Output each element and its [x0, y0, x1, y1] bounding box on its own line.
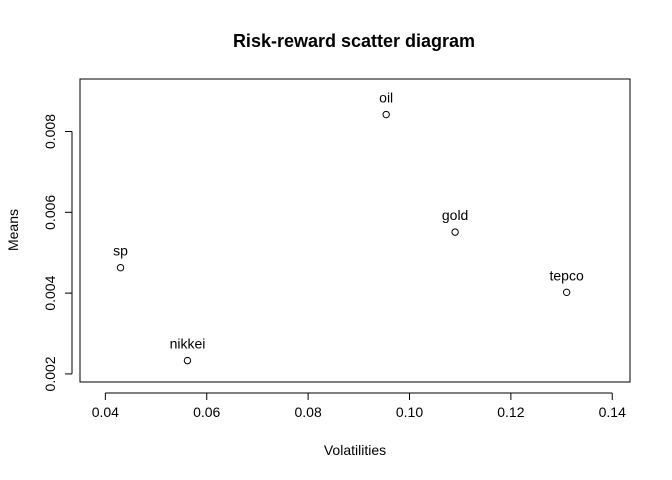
x-axis: 0.04 0.06 0.08 0.10 0.12 0.14 — [92, 392, 626, 420]
x-tick-label: 0.12 — [497, 404, 524, 420]
y-tick-label: 0.006 — [42, 195, 58, 230]
y-tick-label: 0.004 — [42, 275, 58, 310]
data-point-nikkei — [183, 356, 192, 365]
point-label-nikkei: nikkei — [170, 336, 206, 352]
x-tick-label: 0.06 — [193, 404, 220, 420]
x-tick-label: 0.08 — [294, 404, 321, 420]
x-tick-label: 0.04 — [92, 404, 119, 420]
data-point-oil — [382, 110, 390, 119]
x-axis-label: Volatilities — [324, 442, 386, 458]
chart-title: Risk-reward scatter diagram — [233, 31, 475, 51]
y-axis: 0.002 0.004 0.006 0.008 — [42, 114, 73, 391]
data-points: sp nikkei oil gold tepco — [113, 90, 584, 365]
point-label-sp: sp — [113, 243, 128, 259]
point-label-tepco: tepco — [550, 267, 584, 283]
plot-frame — [79, 78, 631, 383]
y-tick-label: 0.008 — [42, 114, 58, 149]
data-point-gold — [451, 228, 459, 236]
x-tick-label: 0.14 — [599, 404, 626, 420]
x-tick-label: 0.10 — [396, 404, 423, 420]
point-label-gold: gold — [442, 207, 468, 223]
point-label-oil: oil — [379, 90, 393, 106]
y-tick-label: 0.002 — [42, 356, 58, 391]
data-point-tepco — [562, 288, 571, 297]
y-axis-label: Means — [5, 209, 21, 251]
data-point-sp — [116, 263, 125, 272]
